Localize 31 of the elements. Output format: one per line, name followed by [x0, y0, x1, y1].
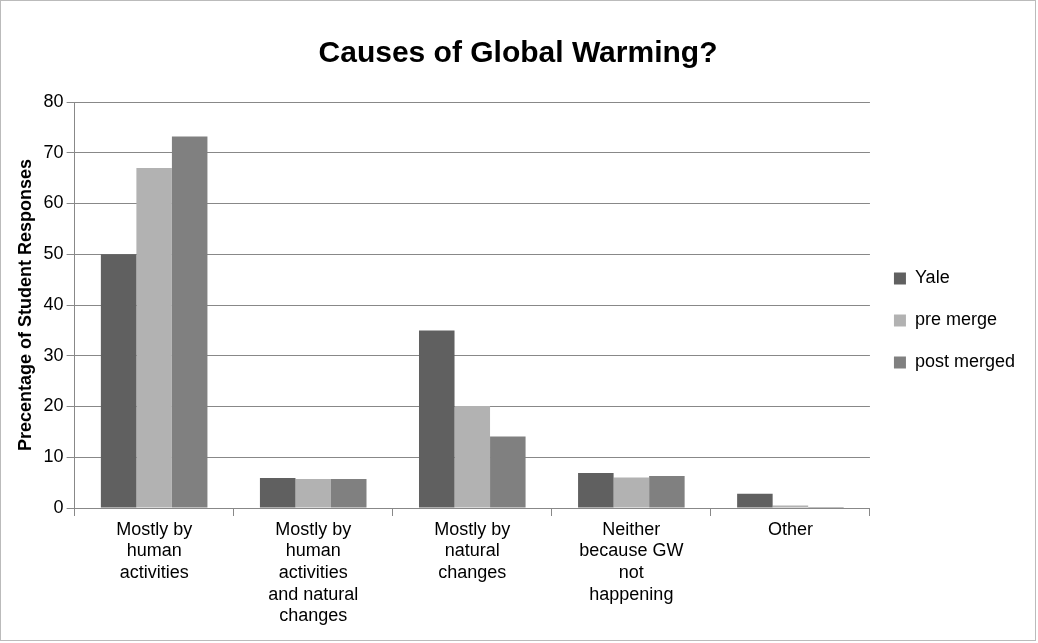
bar: [136, 167, 172, 508]
y-tick-label: 40: [43, 293, 64, 314]
x-tick-label: Neither because GW not happening: [579, 518, 684, 604]
y-tick-label: 80: [43, 90, 64, 111]
legend-label: Yale: [914, 267, 950, 288]
chart-title: Causes of Global Warming?: [318, 35, 718, 69]
y-axis-title: Precentage of Student Responses: [14, 158, 35, 452]
bar: [330, 479, 367, 508]
bar: [259, 478, 296, 508]
bar: [578, 472, 614, 508]
y-tick-label: 50: [43, 243, 64, 264]
y-tick-label: 60: [43, 192, 64, 213]
legend-label: post merged: [914, 351, 1016, 372]
bar: [419, 330, 455, 508]
bar: [649, 476, 685, 508]
bar: [454, 405, 491, 508]
x-tick-label: Mostly by natural changes: [434, 518, 511, 582]
bar: [100, 254, 137, 508]
legend-label: pre merge: [914, 309, 997, 330]
x-tick-label: Other: [767, 518, 813, 539]
bar: [772, 505, 809, 508]
y-tick-label: 20: [43, 395, 64, 416]
bar: [737, 493, 773, 508]
y-tick-label: 10: [43, 446, 64, 467]
y-tick-label: 0: [53, 496, 64, 517]
x-tick-label: Mostly by human activities: [116, 518, 193, 582]
y-tick-label: 30: [43, 344, 64, 365]
x-tick-label: Mostly by human activities and natural changes: [268, 518, 359, 626]
y-tick-label: 70: [43, 141, 64, 162]
bar: [295, 479, 331, 508]
bar: [613, 477, 650, 508]
